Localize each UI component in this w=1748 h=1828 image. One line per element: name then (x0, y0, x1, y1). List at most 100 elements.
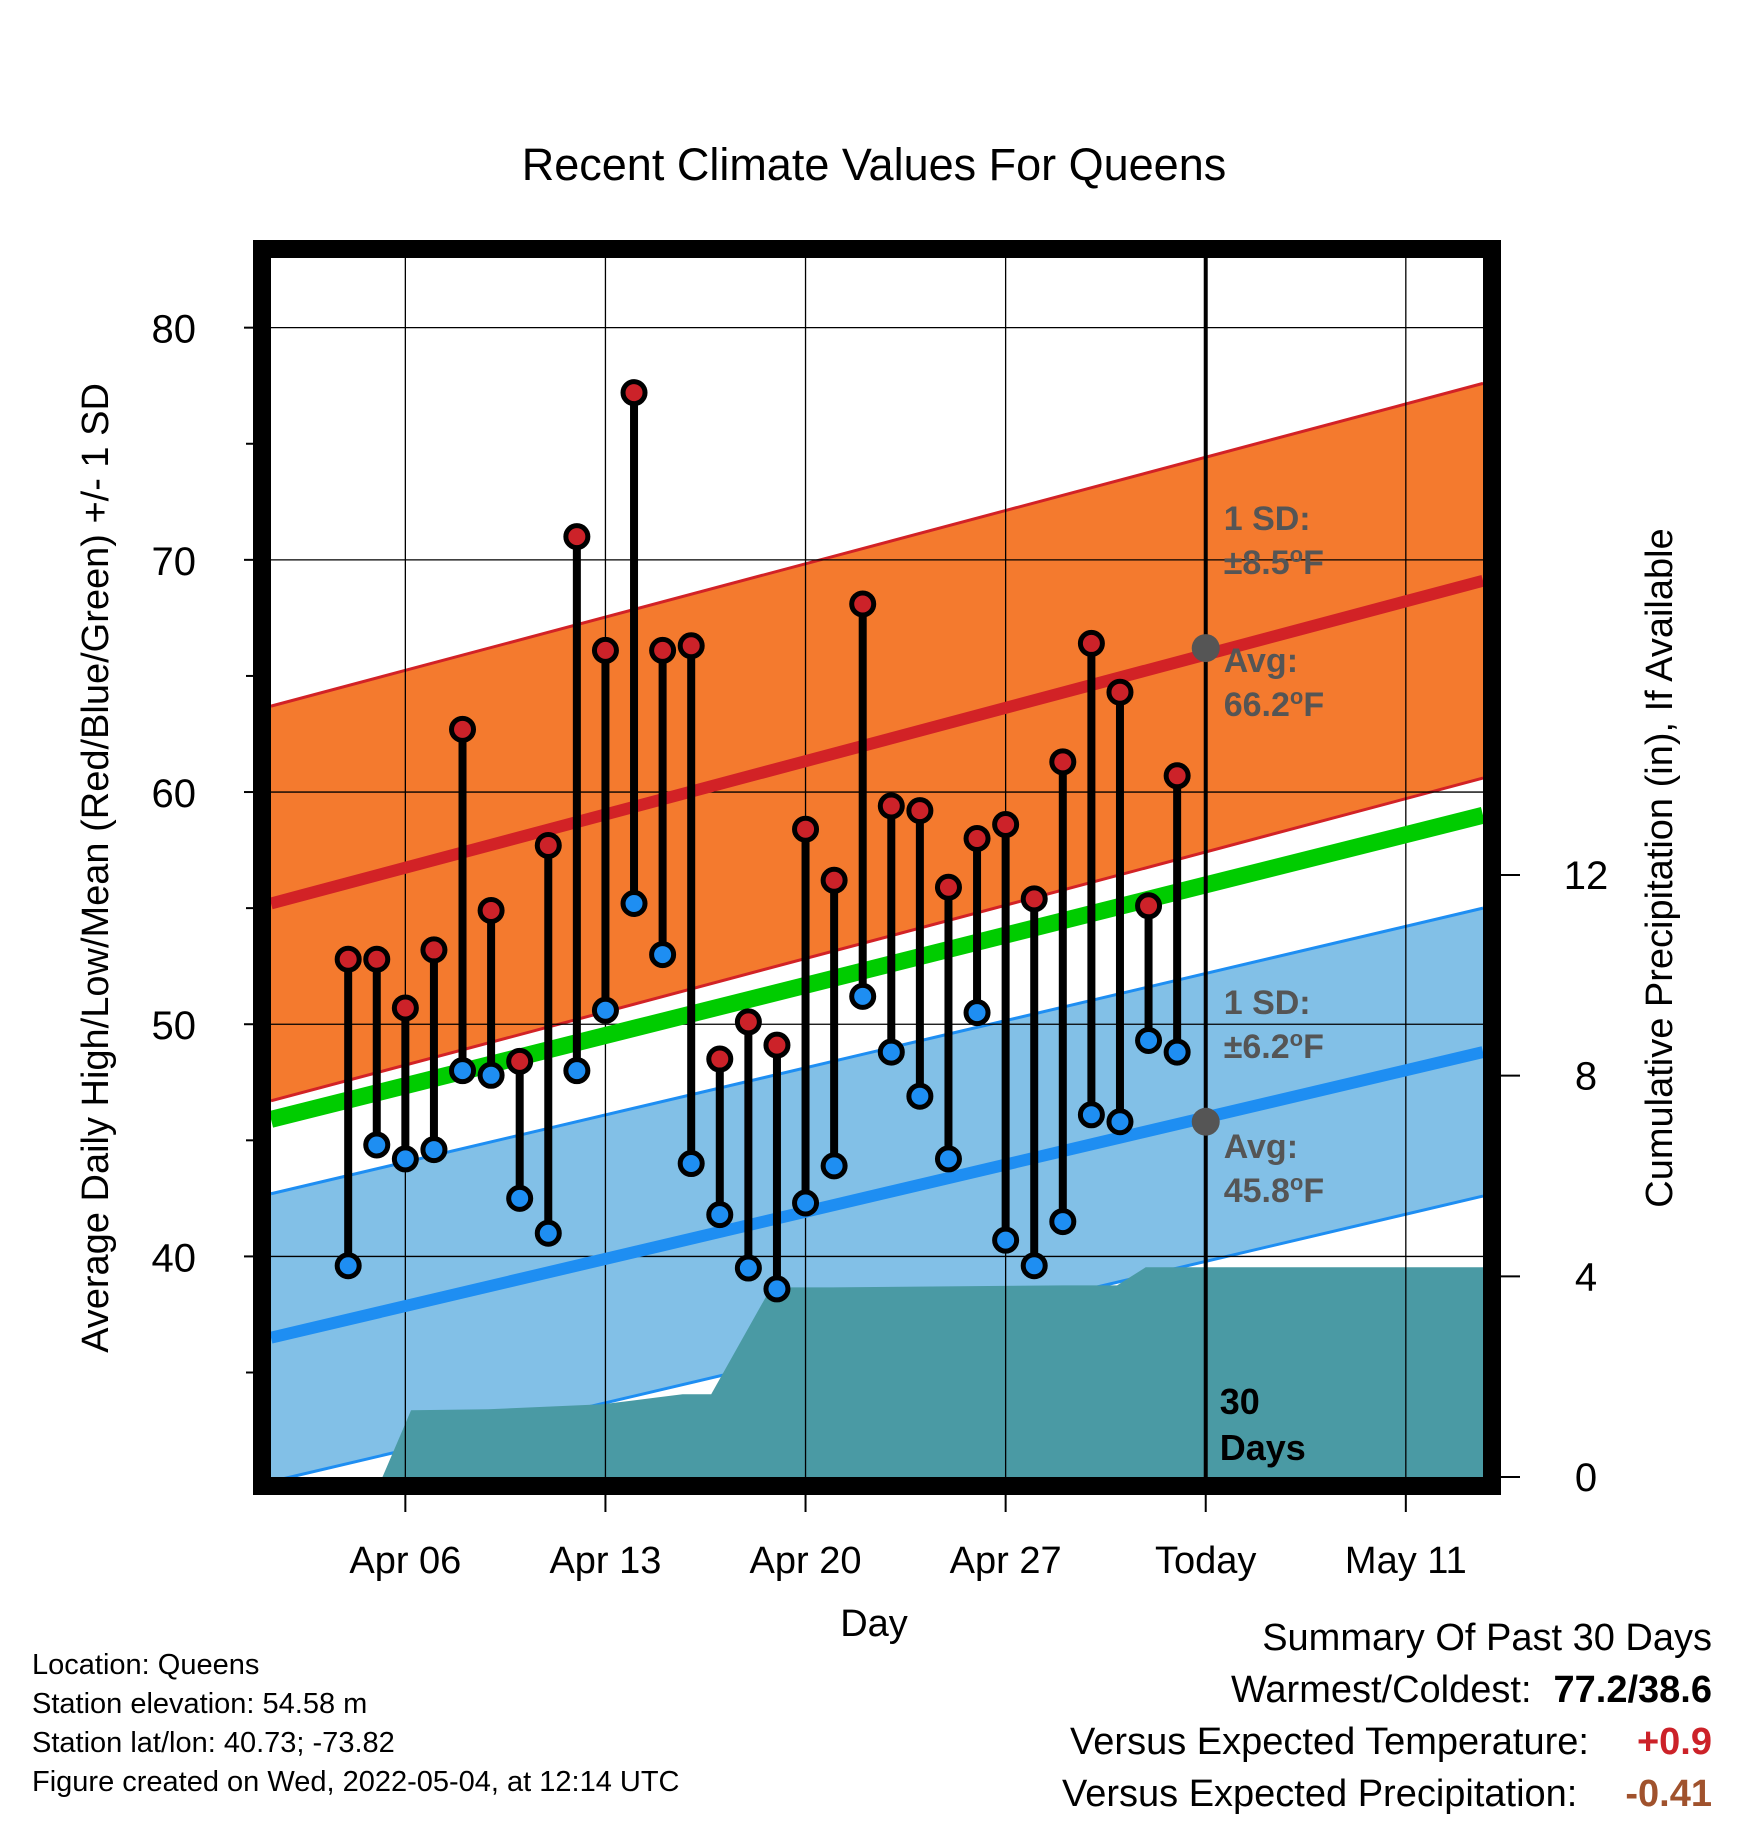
low-temp-marker (877, 1038, 905, 1066)
high-temp-marker (477, 896, 505, 924)
summary-temperature: Versus Expected Temperature: +0.9 (1062, 1716, 1712, 1768)
elevation-text: Station elevation: 54.58 m (32, 1688, 368, 1720)
high-temp-marker (1077, 629, 1105, 657)
station-info: Location: Queens Station elevation: 54.5… (32, 1646, 680, 1802)
high-temp-marker (792, 815, 820, 843)
x-axis: Apr 06 Apr 13 Apr 20 Apr 27 Today May 11 (349, 1495, 1467, 1582)
today-marker-label-line2: Days (1220, 1427, 1306, 1468)
high-temp-marker (906, 797, 934, 825)
y-tick-label: 60 (152, 772, 197, 816)
y-axis-label: Average Daily High/Low/Mean (Red/Blue/Gr… (75, 383, 117, 1353)
high-temp-marker (334, 945, 362, 973)
low-temp-marker (792, 1189, 820, 1217)
location-text: Location: Queens (32, 1649, 260, 1681)
y2-axis: 0 4 8 12 (1501, 854, 1608, 1500)
low-temp-marker (677, 1150, 705, 1178)
high-temp-marker (763, 1031, 791, 1059)
high-temp-marker (1135, 892, 1163, 920)
low-temp-marker (820, 1152, 848, 1180)
high-sd-label: 1 SD: (1224, 500, 1311, 538)
today-high-avg-marker (1191, 634, 1220, 663)
plot-area: 30 Days 1 SD: ±8.5oF Avg: 66.2oF 1 SD: ±6.2oF A… (268, 258, 1486, 1484)
high-temp-marker (534, 831, 562, 859)
warmest-coldest-label: Warmest/Coldest: (1230, 1669, 1532, 1711)
y-tick-label: 80 (152, 308, 197, 352)
today-line: 30 Days (1203, 258, 1306, 1477)
x-axis-label: Day (840, 1603, 908, 1645)
daily-markers (334, 379, 1220, 1303)
high-avg-line (269, 574, 1485, 910)
today-marker-label-line1: 30 (1220, 1381, 1260, 1422)
high-avg-value: 66.2oF (1224, 684, 1324, 724)
low-temp-marker (763, 1275, 791, 1303)
precipitation-area (271, 1267, 1483, 1477)
high-temp-marker (734, 1008, 762, 1036)
low-temp-marker (849, 982, 877, 1010)
y2-axis-label: Cumulative Precipitation (in), If Availa… (1639, 528, 1681, 1207)
high-temp-marker (677, 632, 705, 660)
high-temp-marker (620, 379, 648, 407)
low-temp-marker (506, 1184, 534, 1212)
high-sd-value: ±8.5oF (1224, 542, 1324, 582)
low-avg-label: Avg: (1224, 1128, 1298, 1166)
high-temp-marker (1163, 762, 1191, 790)
high-temp-marker (506, 1047, 534, 1075)
high-sd-band-lower-edge (270, 776, 1484, 1103)
low-temp-marker (334, 1252, 362, 1280)
high-avg-label: Avg: (1224, 642, 1298, 680)
low-temp-marker (477, 1061, 505, 1089)
low-temp-marker (420, 1136, 448, 1164)
y-axis: 40 50 60 70 80 (152, 308, 253, 1374)
precipitation-label: Versus Expected Precipitation: (1061, 1773, 1578, 1815)
x-tick-label: Today (1155, 1540, 1256, 1582)
summary-warmest-coldest: Warmest/Coldest: 77.2/38.6 (1062, 1664, 1712, 1716)
precipitation-value: -0.41 (1625, 1773, 1712, 1815)
warmest-coldest-value: 77.2/38.6 (1553, 1669, 1712, 1711)
y2-tick-label: 8 (1575, 1055, 1597, 1099)
high-temp-marker (420, 936, 448, 964)
y-tick-label: 70 (152, 540, 197, 584)
x-tick-label: May 11 (1345, 1540, 1467, 1582)
low-temp-marker (963, 999, 991, 1027)
high-temp-marker (877, 792, 905, 820)
low-temp-marker (934, 1145, 962, 1173)
low-temp-marker (591, 996, 619, 1024)
low-temp-marker (1077, 1101, 1105, 1129)
low-sd-label: 1 SD: (1224, 984, 1311, 1022)
high-sd-band-upper-edge (270, 381, 1484, 708)
high-temp-marker (563, 523, 591, 551)
low-temp-marker (1135, 1026, 1163, 1054)
high-temp-marker (449, 715, 477, 743)
low-temp-marker (1049, 1208, 1077, 1236)
high-temp-marker (1049, 748, 1077, 776)
temperature-value: +0.9 (1636, 1721, 1712, 1763)
temperature-label: Versus Expected Temperature: (1070, 1721, 1589, 1763)
plot-frame (253, 240, 1501, 1495)
low-temp-marker (906, 1082, 934, 1110)
low-avg-value: 45.8oF (1224, 1170, 1324, 1210)
low-sd-value: ±6.2oF (1224, 1026, 1324, 1066)
y2-tick-label: 0 (1575, 1456, 1597, 1500)
low-temp-marker (1163, 1038, 1191, 1066)
high-temp-marker (963, 824, 991, 852)
high-temp-marker (934, 873, 962, 901)
low-temp-marker (734, 1254, 762, 1282)
today-low-avg-marker (1191, 1107, 1220, 1136)
high-temp-marker (1020, 885, 1048, 913)
low-temp-marker (391, 1145, 419, 1173)
precip-area (271, 1267, 1483, 1477)
x-tick-label: Apr 13 (549, 1540, 661, 1582)
high-temp-marker (391, 994, 419, 1022)
high-temp-marker (992, 811, 1020, 839)
y2-tick-label: 12 (1564, 854, 1609, 898)
low-temp-marker (449, 1057, 477, 1085)
high-temp-marker (1106, 678, 1134, 706)
low-sd-band-upper-edge (270, 906, 1484, 1196)
high-temp-marker (649, 636, 677, 664)
low-temp-marker (992, 1226, 1020, 1254)
x-tick-label: Apr 20 (750, 1540, 862, 1582)
summary-precipitation: Versus Expected Precipitation: -0.41 (1062, 1768, 1712, 1820)
low-temp-marker (1106, 1108, 1134, 1136)
high-temp-marker (706, 1045, 734, 1073)
